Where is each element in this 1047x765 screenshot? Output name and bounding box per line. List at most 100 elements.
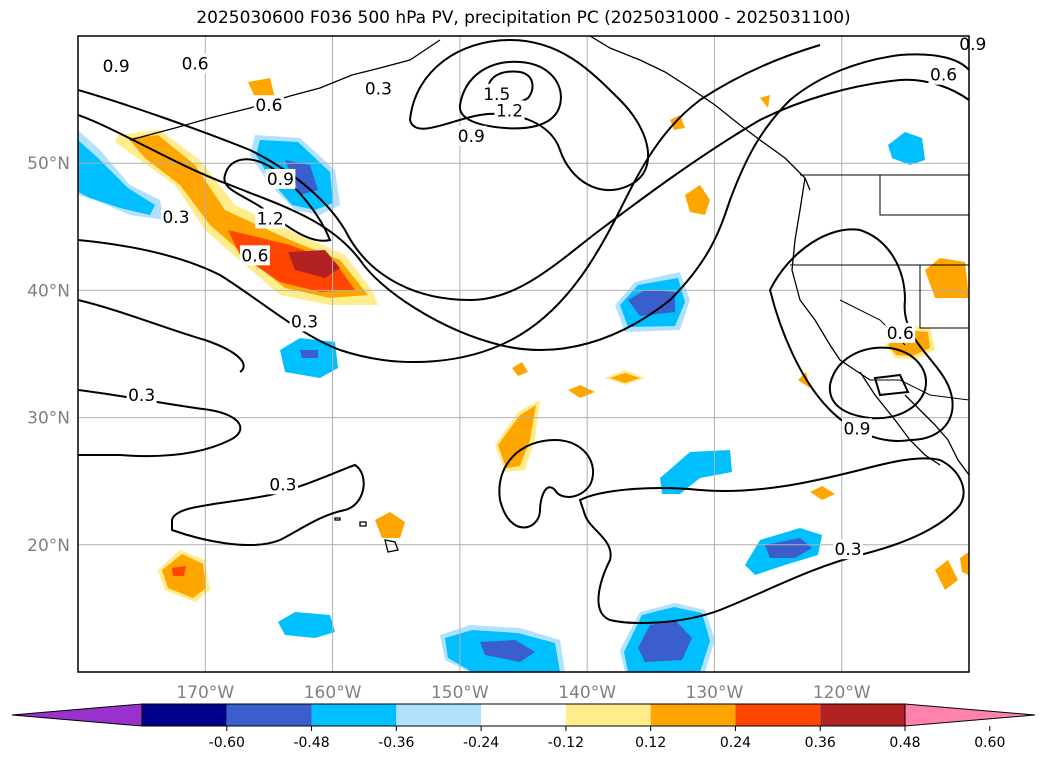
colorbar-segment — [311, 704, 397, 726]
precip-region-negative — [480, 640, 535, 662]
contour-label-bg — [833, 539, 864, 560]
lon-tick-label: 120°W — [813, 683, 871, 703]
contour-label: 0.6 — [255, 96, 282, 116]
precip-region-positive — [760, 95, 770, 108]
precip-region-negative — [78, 140, 155, 215]
precip-region-negative — [638, 620, 692, 662]
lon-tick-label: 160°W — [304, 683, 362, 703]
colorbar-segment — [481, 704, 566, 726]
colorbar-tick-label: 0.60 — [974, 735, 1005, 751]
lat-tick-label: 20°N — [27, 536, 70, 556]
colorbar-segment — [735, 704, 821, 726]
precip-region-negative — [278, 612, 335, 638]
contour-label: 0.9 — [267, 170, 294, 190]
lon-tick-label: 150°W — [431, 683, 489, 703]
contour-labels: 0.9 0.60.60.3 1.51.20.90.60.90.91.20.30.60… — [101, 34, 988, 560]
lat-tick-label: 30°N — [27, 409, 70, 429]
colorbar-segment — [565, 704, 651, 726]
colorbar-extend-high — [904, 703, 1036, 727]
contour-label-bg — [957, 34, 988, 55]
contour-label-bg — [239, 245, 270, 266]
precip-region-positive — [610, 373, 640, 383]
contour-label: 0.3 — [365, 80, 392, 100]
contour-label: 0.3 — [269, 475, 296, 495]
colorbar-segment — [650, 704, 736, 726]
precip-region-positive — [798, 372, 810, 388]
coastlines — [129, 36, 969, 553]
map-title: 2025030600 F036 500 hPa PV, precipitatio… — [196, 8, 851, 28]
colorbar-tick-label: -0.48 — [293, 735, 329, 751]
contour-label-bg — [481, 83, 512, 104]
contour-label-bg — [253, 95, 284, 116]
colorbar-tick-label: 0.48 — [889, 735, 920, 751]
contour-label-bg — [267, 474, 298, 495]
pv-contours — [78, 38, 969, 624]
colorbar-tick-label: 0.24 — [720, 735, 751, 751]
precip-region-positive — [172, 566, 186, 576]
colorbar-segment — [226, 704, 312, 726]
contour-label: 1.5 — [483, 85, 510, 105]
contour-label: 1.2 — [496, 101, 523, 121]
contour-label: 0.6 — [887, 324, 914, 344]
colorbar-segment — [142, 704, 227, 726]
lon-tick-label: 130°W — [686, 683, 744, 703]
precip-region-positive — [375, 512, 405, 538]
precip-region-negative — [300, 350, 318, 358]
contour-label: 0.9 — [103, 57, 130, 77]
contour-label-bg — [289, 311, 320, 332]
precip-region-negative — [888, 132, 925, 165]
colorbar: -0.60 -0.48 -0.36 -0.24 -0.12 0.12 0.24 0.36 0.4… — [11, 703, 1036, 751]
precip-region-positive — [568, 385, 595, 398]
contour-label: 0.3 — [128, 386, 155, 406]
contour-label: 0.9 — [458, 127, 485, 147]
map-frame — [77, 35, 970, 673]
colorbar-tick-label: -0.36 — [378, 735, 414, 751]
precip-region-positive — [685, 185, 710, 215]
precip-region-negative — [765, 538, 812, 558]
latitude-tick-labels: 50°N 40°N 30°N 20°N — [27, 154, 70, 556]
gridlines — [78, 36, 969, 672]
precip-region-negative — [628, 290, 675, 316]
colorbar-tick-label: 0.36 — [805, 735, 836, 751]
contour-label: 0.3 — [291, 312, 318, 332]
contour-label-bg — [255, 208, 286, 229]
contour-label: 0.6 — [241, 246, 268, 266]
contour-label: 0.3 — [162, 208, 189, 228]
colorbar-tick-label: -0.60 — [209, 735, 245, 751]
contour-label-bg — [101, 55, 132, 76]
lon-tick-label: 140°W — [558, 683, 616, 703]
precip-region-positive — [288, 250, 340, 278]
precip-region-positive — [810, 486, 835, 500]
precip-region-positive — [935, 560, 958, 590]
lat-tick-label: 40°N — [27, 281, 70, 301]
contour-label-bg — [363, 78, 394, 99]
contour-label-bg — [456, 125, 487, 146]
contour-label: 0.9 — [959, 35, 986, 55]
precip-region-negative — [285, 160, 318, 195]
contour-label-bg — [928, 64, 959, 85]
contour-label-bg — [126, 385, 157, 406]
colorbar-extend-low — [11, 703, 143, 727]
colorbar-tick-label: 0.12 — [635, 735, 666, 751]
precip-region-positive — [498, 405, 536, 468]
lon-tick-label: 170°W — [176, 683, 234, 703]
contour-label: 1.2 — [257, 209, 284, 229]
contour-label-bg — [161, 207, 192, 228]
contour-label-bg — [494, 100, 525, 121]
lat-tick-label: 50°N — [27, 154, 70, 174]
colorbar-segment — [396, 704, 482, 726]
contour-label-bg — [180, 53, 211, 74]
colorbar-frame — [141, 703, 906, 727]
colorbar-tick-label: -0.12 — [548, 735, 584, 751]
precip-region-positive — [512, 362, 528, 376]
colorbar-tick-label: -0.24 — [463, 735, 499, 751]
contour-label: 0.6 — [182, 54, 209, 74]
contour-label-bg — [885, 322, 916, 343]
precip-region-positive — [925, 258, 969, 298]
precipitation-shading — [78, 78, 969, 672]
colorbar-segment — [820, 704, 905, 726]
precip-region-positive — [670, 115, 685, 130]
contour-label: 0.3 — [835, 540, 862, 560]
longitude-tick-labels: 170°W 160°W 150°W 140°W 130°W 120°W — [176, 683, 870, 703]
